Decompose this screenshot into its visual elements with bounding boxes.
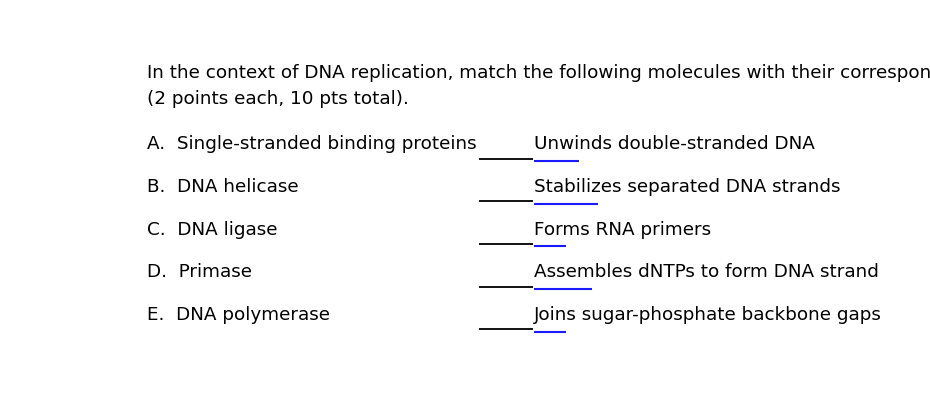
Text: (2 points each, 10 pts total).: (2 points each, 10 pts total). (147, 90, 408, 109)
Text: C.  DNA ligase: C. DNA ligase (147, 221, 277, 239)
Text: B.  DNA helicase: B. DNA helicase (147, 178, 299, 196)
Text: In the context of DNA replication, match the following molecules with their corr: In the context of DNA replication, match… (147, 64, 930, 81)
Text: Stabilizes separated DNA strands: Stabilizes separated DNA strands (534, 178, 841, 196)
Text: Forms RNA primers: Forms RNA primers (534, 221, 711, 239)
Text: Joins sugar-phosphate backbone gaps: Joins sugar-phosphate backbone gaps (534, 306, 883, 324)
Text: E.  DNA polymerase: E. DNA polymerase (147, 306, 329, 324)
Text: Unwinds double-stranded DNA: Unwinds double-stranded DNA (534, 135, 816, 153)
Text: A.  Single-stranded binding proteins: A. Single-stranded binding proteins (147, 135, 476, 153)
Text: D.  Primase: D. Primase (147, 263, 251, 282)
Text: Assembles dNTPs to form DNA strand: Assembles dNTPs to form DNA strand (534, 263, 879, 282)
